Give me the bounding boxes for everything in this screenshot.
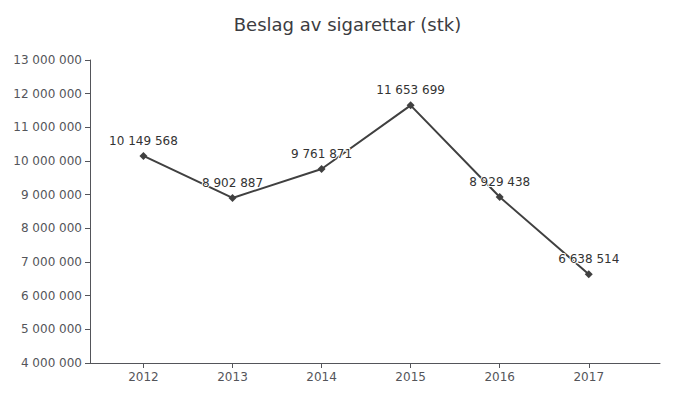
- svg-text:8 000 000: 8 000 000: [21, 221, 82, 235]
- svg-text:Beslag av sigarettar (stk): Beslag av sigarettar (stk): [234, 14, 461, 35]
- svg-text:2013: 2013: [217, 370, 248, 384]
- svg-text:12 000 000: 12 000 000: [13, 87, 82, 101]
- svg-text:10 000 000: 10 000 000: [13, 154, 82, 168]
- svg-text:11 000 000: 11 000 000: [13, 120, 82, 134]
- svg-text:2016: 2016: [484, 370, 515, 384]
- svg-text:9 000 000: 9 000 000: [21, 188, 82, 202]
- svg-text:6 638 514: 6 638 514: [558, 252, 619, 266]
- svg-text:6 000 000: 6 000 000: [21, 289, 82, 303]
- svg-text:8 929 438: 8 929 438: [469, 175, 530, 189]
- svg-text:2015: 2015: [395, 370, 426, 384]
- svg-text:2012: 2012: [128, 370, 159, 384]
- svg-text:9 761 871: 9 761 871: [291, 147, 352, 161]
- svg-text:11 653 699: 11 653 699: [376, 83, 445, 97]
- svg-text:2014: 2014: [306, 370, 337, 384]
- svg-text:4 000 000: 4 000 000: [21, 356, 82, 370]
- svg-text:7 000 000: 7 000 000: [21, 255, 82, 269]
- svg-text:8 902 887: 8 902 887: [202, 176, 263, 190]
- svg-text:5 000 000: 5 000 000: [21, 322, 82, 336]
- svg-text:10 149 568: 10 149 568: [109, 134, 178, 148]
- svg-text:13 000 000: 13 000 000: [13, 53, 82, 67]
- svg-text:2017: 2017: [573, 370, 604, 384]
